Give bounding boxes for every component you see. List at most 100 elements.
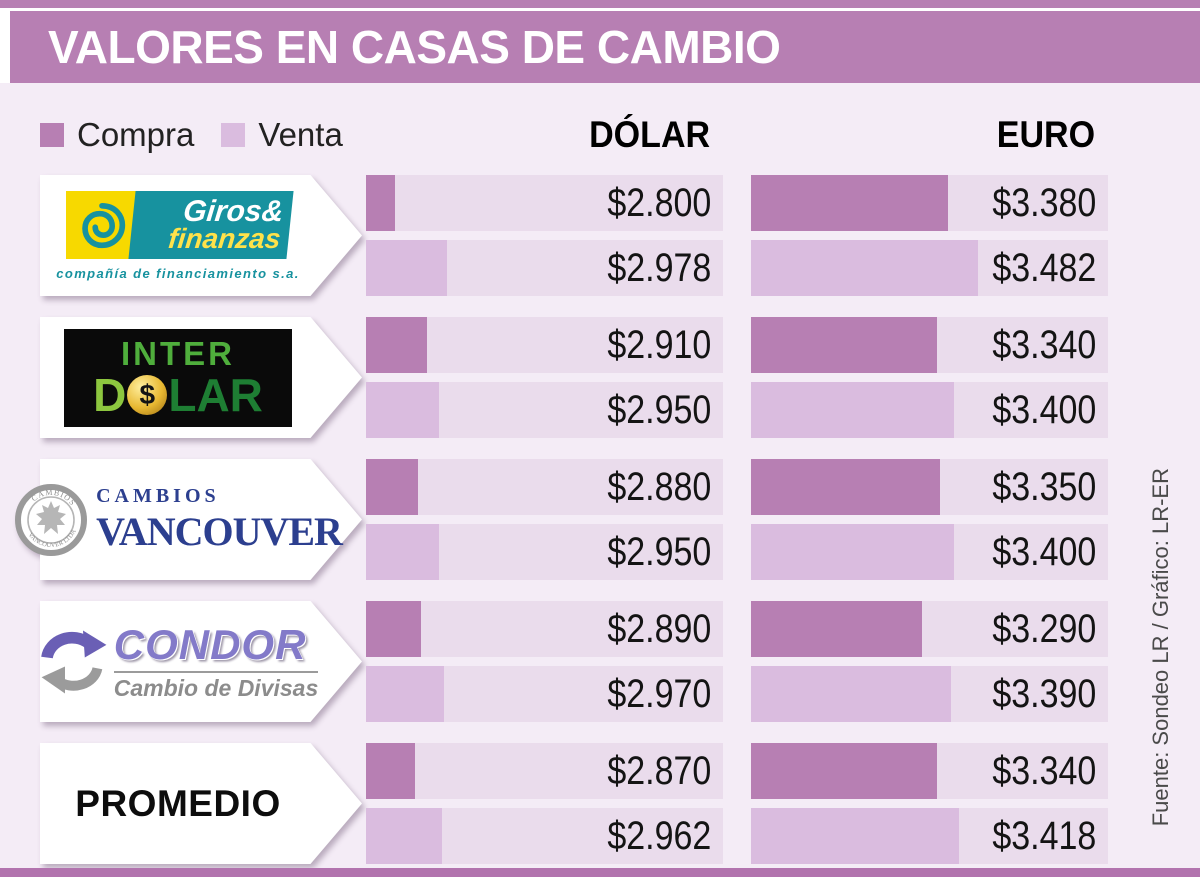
bar-fill: [751, 317, 937, 373]
vancouver-logo-main: VANCOUVER: [96, 508, 343, 554]
giros-logo-line2: finanzas: [166, 222, 283, 254]
bar-value: $3.418: [992, 814, 1096, 858]
bar-value: $3.380: [992, 181, 1096, 225]
bar-value: $3.390: [992, 672, 1096, 716]
vancouver-seal-icon: CAMBIOS VANCOUVER LTDA: [15, 483, 88, 556]
bar-condor-dolar-compra: $2.890: [366, 601, 723, 657]
bar-fill: [751, 524, 955, 580]
top-accent-strip: [0, 0, 1200, 8]
bar-value: $3.400: [992, 388, 1096, 432]
label-arrow-shape: [40, 601, 362, 722]
giros-logo-line1: Giros&: [181, 194, 286, 228]
bar-fill: [366, 382, 439, 438]
bar-fill: [366, 666, 445, 722]
page-title: VALORES EN CASAS DE CAMBIO: [48, 21, 781, 73]
bar-value: $2.970: [607, 672, 711, 716]
condor-dolar-bars: $2.890 $2.970: [366, 601, 723, 722]
bar-interdolar-euro-compra: $3.340: [751, 317, 1108, 373]
bar-promedio-dolar-venta: $2.962: [366, 808, 723, 864]
bar-value: $3.482: [992, 246, 1096, 290]
bar-promedio-euro-compra: $3.340: [751, 743, 1108, 799]
label-arrow-shape: [40, 743, 362, 864]
bar-fill: [366, 240, 447, 296]
bottom-accent-strip: [0, 868, 1200, 877]
promedio-dolar-bars: $2.870 $2.962: [366, 743, 723, 864]
bar-fill: [751, 808, 960, 864]
bar-fill: [751, 743, 937, 799]
vancouver-logo-top: CAMBIOS: [96, 484, 220, 507]
bar-value: $2.880: [607, 465, 711, 509]
bar-condor-dolar-venta: $2.970: [366, 666, 723, 722]
column-header-dolar: DÓLAR: [589, 114, 711, 155]
bar-giros-euro-compra: $3.380: [751, 175, 1108, 231]
inter-logo-lar: LAR: [168, 369, 263, 421]
condor-logo-subtitle: Cambio de Divisas: [113, 671, 319, 702]
bar-fill: [366, 175, 396, 231]
bar-value: $2.962: [607, 814, 711, 858]
legend-label-compra: Compra: [77, 116, 195, 153]
bar-value: $3.340: [992, 749, 1096, 793]
bar-value: $2.978: [607, 246, 711, 290]
bar-giros-dolar-venta: $2.978: [366, 240, 723, 296]
condor-euro-bars: $3.290 $3.390: [751, 601, 1108, 722]
label-arrow-shape: [40, 459, 362, 580]
bar-fill: [366, 808, 443, 864]
bar-interdolar-dolar-venta: $2.950: [366, 382, 723, 438]
bar-value: $2.950: [607, 388, 711, 432]
bar-interdolar-dolar-compra: $2.910: [366, 317, 723, 373]
vancouver-logo: CAMBIOS VANCOUVER LTDA CAMBIOS VANCOUVER: [14, 483, 343, 557]
bar-fill: [366, 743, 416, 799]
bar-giros-euro-venta: $3.482: [751, 240, 1108, 296]
exchange-row-interdolar: INTER D $ LAR $2.910 $2.950: [40, 317, 1200, 438]
bar-fill: [366, 317, 427, 373]
exchange-label-promedio: PROMEDIO: [40, 743, 362, 864]
bar-fill: [751, 240, 978, 296]
bar-value: $2.800: [607, 181, 711, 225]
bar-fill: [751, 175, 949, 231]
bar-value: $3.400: [992, 530, 1096, 574]
giros-swirl-icon: [65, 190, 138, 259]
vancouver-euro-bars: $3.350 $3.400: [751, 459, 1108, 580]
title-bar: VALORES EN CASAS DE CAMBIO: [10, 11, 1200, 83]
bar-condor-euro-compra: $3.290: [751, 601, 1108, 657]
bar-value: $3.290: [992, 607, 1096, 651]
bar-vancouver-euro-venta: $3.400: [751, 524, 1108, 580]
condor-arrows-icon: [40, 630, 107, 693]
bar-fill: [366, 524, 439, 580]
bar-fill: [366, 459, 419, 515]
bar-value: $2.890: [607, 607, 711, 651]
bar-giros-dolar-compra: $2.800: [366, 175, 723, 231]
bar-condor-euro-venta: $3.390: [751, 666, 1108, 722]
exchange-label-condor: CONDOR Cambio de Divisas: [40, 601, 362, 722]
exchange-row-giros: Giros& finanzas compañía de financiamien…: [40, 175, 1200, 296]
interdolar-euro-bars: $3.340 $3.400: [751, 317, 1108, 438]
bar-fill: [751, 459, 940, 515]
inter-logo-line1: INTER: [121, 335, 235, 372]
exchange-label-vancouver: CAMBIOS VANCOUVER LTDA CAMBIOS VANCOUVER: [15, 459, 362, 580]
column-header-euro: EURO: [996, 114, 1096, 155]
legend-label-venta: Venta: [258, 116, 343, 153]
promedio-label: PROMEDIO: [75, 782, 281, 824]
bar-value: $2.910: [607, 323, 711, 367]
bar-fill: [751, 382, 955, 438]
bar-fill: [366, 601, 422, 657]
bar-vancouver-euro-compra: $3.350: [751, 459, 1108, 515]
bar-interdolar-euro-venta: $3.400: [751, 382, 1108, 438]
bar-value: $3.340: [992, 323, 1096, 367]
condor-logo-main: CONDOR: [113, 621, 307, 668]
legend-swatch-venta: [221, 123, 246, 147]
giros-finanzas-logo: Giros& finanzas compañía de financiamien…: [56, 190, 300, 281]
exchange-label-giros: Giros& finanzas compañía de financiamien…: [40, 175, 362, 296]
exchange-label-interdolar: INTER D $ LAR: [40, 317, 362, 438]
inter-logo-d: D: [93, 369, 127, 421]
giros-dolar-bars: $2.800 $2.978: [366, 175, 723, 296]
giros-logo-subtitle: compañía de financiamiento s.a.: [56, 265, 300, 281]
bar-vancouver-dolar-compra: $2.880: [366, 459, 723, 515]
exchange-row-condor: CONDOR Cambio de Divisas $2.890 $2.970 $…: [40, 601, 1200, 722]
legend-and-headers: Compra Venta DÓLAR EURO: [40, 112, 1200, 158]
bar-fill: [751, 601, 923, 657]
exchange-row-promedio: PROMEDIO $2.870 $2.962 $3.340 $3.418: [40, 743, 1200, 864]
chart-area: Compra Venta DÓLAR EURO Giros& finanza: [0, 83, 1200, 868]
bar-value: $2.870: [607, 749, 711, 793]
bar-value: $3.350: [992, 465, 1096, 509]
